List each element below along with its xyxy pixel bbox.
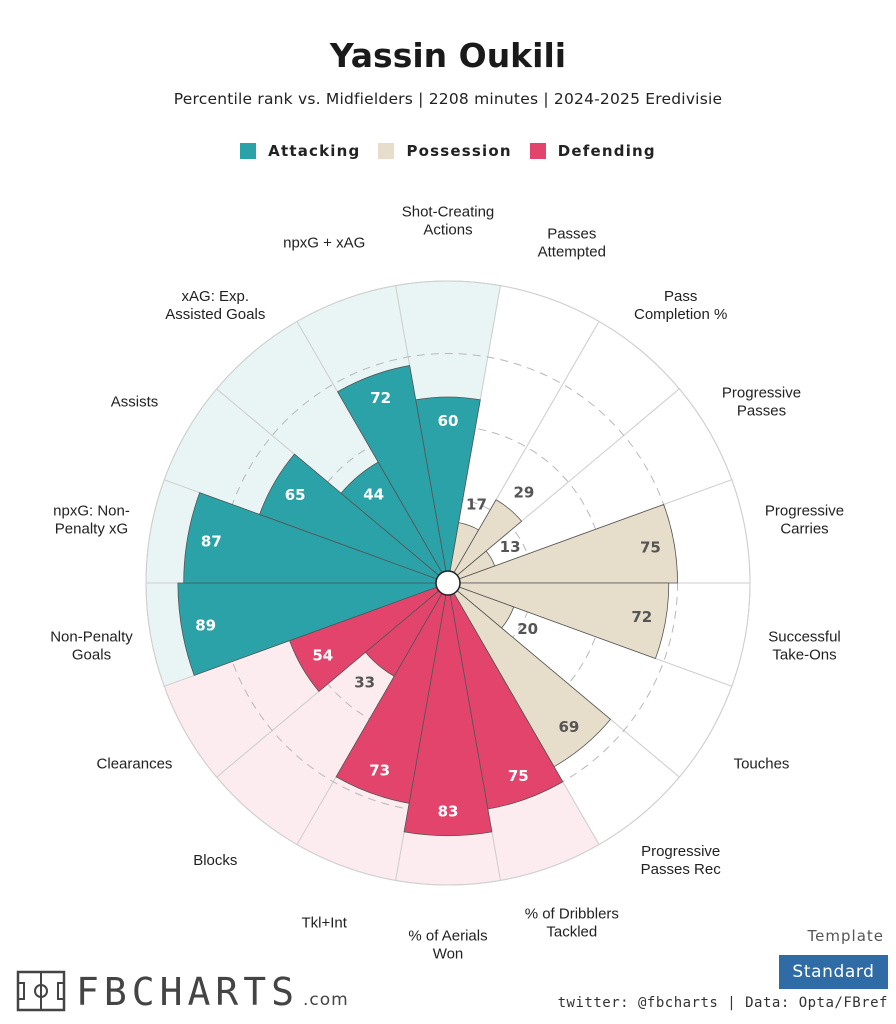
value-label-progressive-carries: 75 — [640, 538, 661, 556]
value-label-successful-take-ons: 72 — [631, 608, 652, 626]
axis-label-clearances: Clearances — [97, 756, 173, 773]
axis-label-blocks: Blocks — [193, 852, 237, 869]
credits: twitter: @fbcharts | Data: Opta/FBref — [557, 995, 888, 1011]
axis-label-progressive-passes: Progressive Passes — [722, 385, 801, 420]
legend-label-attacking: Attacking — [268, 142, 361, 160]
axis-label-pass-completion: Pass Completion % — [634, 288, 727, 323]
axis-label-progressive-passes-rec: Progressive Passes Rec — [641, 843, 722, 878]
value-label-assists: 65 — [285, 486, 306, 504]
axis-label-of-aerials-won: % of Aerials Won — [408, 928, 487, 963]
value-label-passes-attempted: 17 — [466, 496, 487, 514]
template-badge: Standard — [779, 955, 888, 989]
legend-swatch-defending — [529, 143, 546, 159]
chart-subtitle: Percentile rank vs. Midfielders | 2208 m… — [173, 90, 723, 108]
value-label-shot-creating-actions: 60 — [438, 412, 459, 430]
legend-label-possession: Possession — [406, 142, 512, 160]
center-hub — [435, 570, 461, 596]
legend: Attacking Possession Defending — [0, 142, 896, 160]
legend-item-possession: Possession — [378, 142, 511, 160]
logo-text: FBCHARTS — [76, 970, 300, 1014]
logo-domain: .com — [303, 990, 349, 1010]
pitch-icon — [16, 970, 66, 1012]
value-label-npxg-non-penalty-xg: 87 — [201, 532, 222, 550]
axis-label-assists: Assists — [111, 394, 159, 411]
axis-label-shot-creating-actions: Shot-Creating Actions — [402, 204, 495, 239]
value-label-progressive-passes-rec: 69 — [558, 718, 579, 736]
value-label-clearances: 54 — [312, 646, 333, 664]
axis-label-progressive-carries: Progressive Carries — [765, 503, 844, 538]
value-label-of-aerials-won: 83 — [438, 803, 459, 821]
value-label-npxg-xag: 72 — [370, 389, 391, 407]
chart-title: Yassin Oukili — [329, 36, 567, 75]
axis-label-non-penalty-goals: Non-Penalty Goals — [50, 628, 133, 663]
axis-label-npxg-xag: npxG + xAG — [283, 234, 365, 251]
axis-label-tkl-int: Tkl+Int — [301, 915, 347, 932]
value-label-tkl-int: 73 — [369, 762, 390, 780]
outer-ring — [145, 280, 751, 886]
axis-label-passes-attempted: Passes Attempted — [538, 225, 606, 260]
value-label-pass-completion: 29 — [513, 484, 534, 502]
legend-swatch-attacking — [240, 143, 257, 159]
axis-label-xag-exp-assisted-goals: xAG: Exp. Assisted Goals — [165, 288, 265, 323]
legend-item-attacking: Attacking — [240, 142, 360, 160]
value-label-xag-exp-assisted-goals: 44 — [363, 485, 384, 503]
value-label-of-dribblers-tackled: 75 — [508, 767, 529, 785]
axis-label-touches: Touches — [734, 756, 790, 773]
template-label: Template — [807, 927, 884, 945]
value-label-progressive-passes: 13 — [500, 538, 521, 556]
axis-label-npxg-non-penalty-xg: npxG: Non-Penalty xG — [53, 503, 130, 538]
legend-label-defending: Defending — [557, 142, 656, 160]
fbcharts-logo: FBCHARTS .com — [16, 970, 349, 1012]
value-label-non-penalty-goals: 89 — [195, 617, 216, 635]
legend-item-defending: Defending — [529, 142, 656, 160]
legend-swatch-possession — [378, 143, 395, 159]
axis-label-of-dribblers-tackled: % of Dribblers Tackled — [525, 906, 619, 941]
value-label-blocks: 33 — [354, 673, 375, 691]
value-label-touches: 20 — [517, 620, 538, 638]
axis-label-successful-take-ons: Successful Take-Ons — [768, 628, 841, 663]
